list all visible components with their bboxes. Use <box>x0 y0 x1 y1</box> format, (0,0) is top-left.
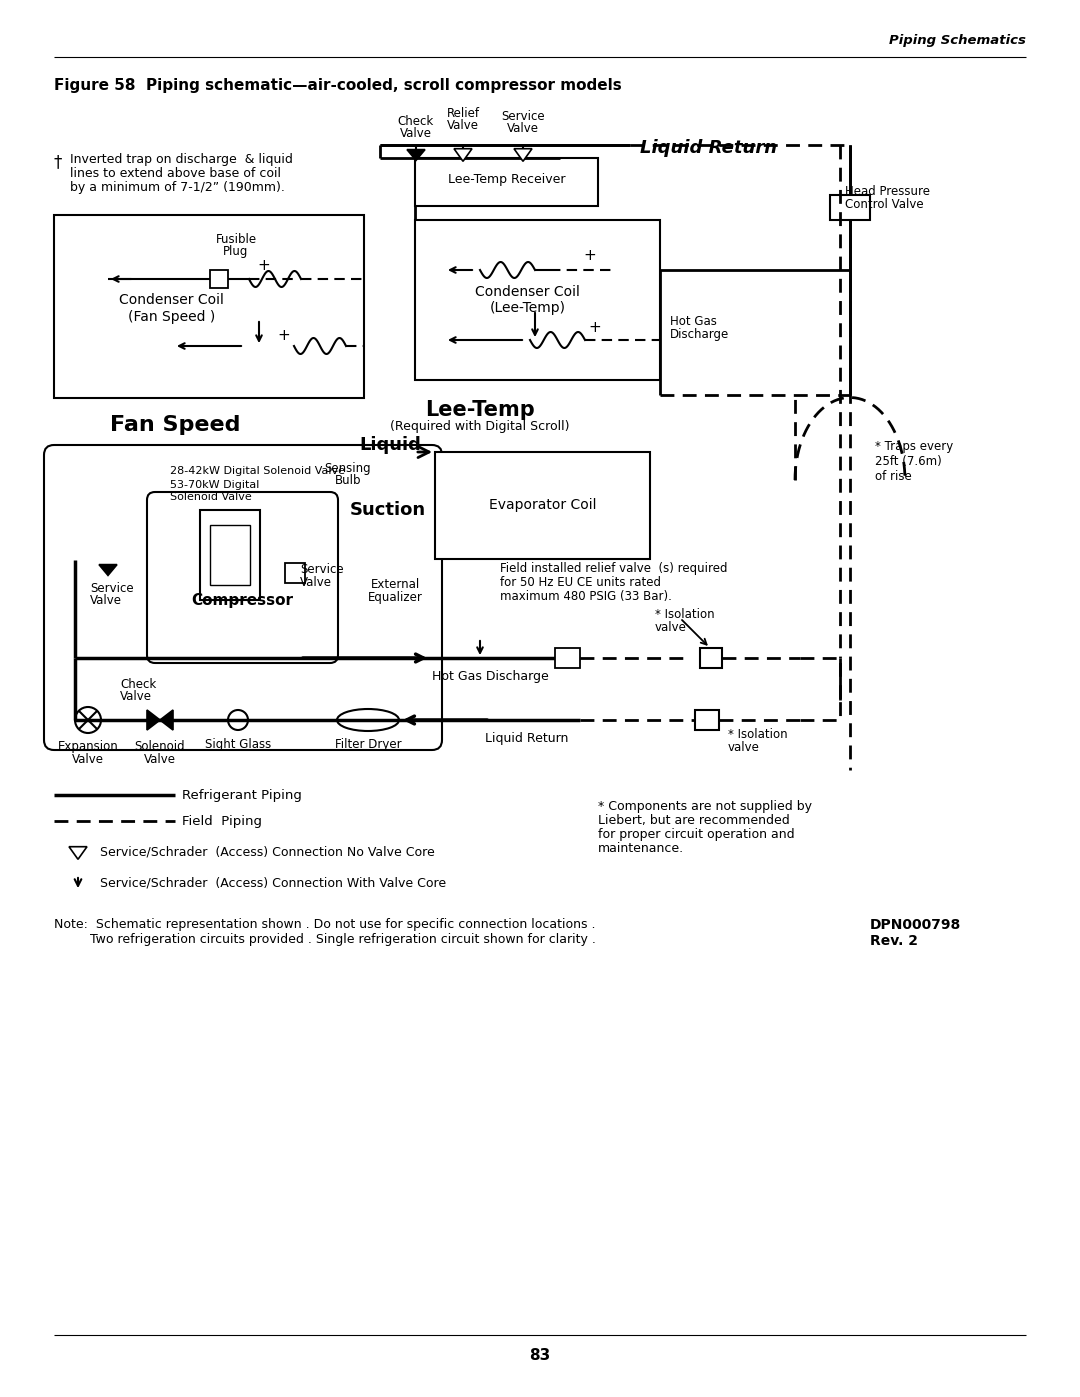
Text: Relief: Relief <box>446 108 480 120</box>
Text: Rev. 2: Rev. 2 <box>870 935 918 949</box>
Text: maximum 480 PSIG (33 Bar).: maximum 480 PSIG (33 Bar). <box>500 590 672 604</box>
Text: Lee-Temp: Lee-Temp <box>426 400 535 420</box>
Text: Service: Service <box>90 583 134 595</box>
Text: Field installed relief valve  (s) required: Field installed relief valve (s) require… <box>500 562 728 576</box>
Text: 53-70kW Digital: 53-70kW Digital <box>170 481 259 490</box>
Text: Inverted trap on discharge  & liquid: Inverted trap on discharge & liquid <box>70 154 293 166</box>
Text: Solenoid Valve: Solenoid Valve <box>170 492 252 502</box>
Text: Fan Speed: Fan Speed <box>110 415 240 434</box>
Text: Hot Gas: Hot Gas <box>670 314 717 328</box>
Text: Valve: Valve <box>144 753 176 766</box>
Text: Plug: Plug <box>224 244 248 258</box>
Text: valve: valve <box>728 740 760 754</box>
Text: Piping Schematics: Piping Schematics <box>889 34 1026 47</box>
Bar <box>285 563 305 583</box>
Text: Liquid Return: Liquid Return <box>640 138 778 156</box>
Polygon shape <box>69 847 87 859</box>
Text: (Lee-Temp): (Lee-Temp) <box>489 300 566 314</box>
Text: Liebert, but are recommended: Liebert, but are recommended <box>598 814 789 827</box>
Text: Liquid Return: Liquid Return <box>485 732 569 745</box>
Text: Service: Service <box>300 563 343 576</box>
Text: Note:  Schematic representation shown . Do not use for specific connection locat: Note: Schematic representation shown . D… <box>54 918 595 930</box>
Bar <box>210 270 228 288</box>
Text: (Required with Digital Scroll): (Required with Digital Scroll) <box>390 420 570 433</box>
Text: +: + <box>258 257 270 272</box>
Text: Two refrigeration circuits provided . Single refrigeration circuit shown for cla: Two refrigeration circuits provided . Si… <box>54 933 596 946</box>
Text: for 50 Hz EU CE units rated: for 50 Hz EU CE units rated <box>500 576 661 590</box>
Polygon shape <box>147 710 173 731</box>
Text: Discharge: Discharge <box>670 328 729 341</box>
Text: * Traps every: * Traps every <box>875 440 954 453</box>
Polygon shape <box>514 148 532 161</box>
Bar <box>415 219 660 380</box>
Text: Solenoid: Solenoid <box>135 740 186 753</box>
Text: Evaporator Coil: Evaporator Coil <box>489 499 596 513</box>
Polygon shape <box>99 564 117 576</box>
Text: Field  Piping: Field Piping <box>183 814 262 827</box>
Text: Service/Schrader  (Access) Connection No Valve Core: Service/Schrader (Access) Connection No … <box>100 845 435 859</box>
Text: Lee-Temp Receiver: Lee-Temp Receiver <box>448 173 565 187</box>
Text: Service/Schrader  (Access) Connection With Valve Core: Service/Schrader (Access) Connection Wit… <box>100 876 446 890</box>
Text: for proper circuit operation and: for proper circuit operation and <box>598 828 795 841</box>
Text: Figure 58  Piping schematic—air-cooled, scroll compressor models: Figure 58 Piping schematic—air-cooled, s… <box>54 78 622 94</box>
Text: External: External <box>370 578 420 591</box>
Text: Service: Service <box>501 110 544 123</box>
Text: maintenance.: maintenance. <box>598 842 684 855</box>
Text: +: + <box>589 320 602 335</box>
Bar <box>700 648 723 668</box>
Text: Valve: Valve <box>90 594 122 608</box>
Text: Equalizer: Equalizer <box>367 591 422 604</box>
Text: 83: 83 <box>529 1348 551 1363</box>
Bar <box>415 158 598 205</box>
Bar <box>831 196 870 219</box>
Text: DPN000798: DPN000798 <box>870 918 961 932</box>
Text: 25ft (7.6m): 25ft (7.6m) <box>875 455 942 468</box>
Text: Valve: Valve <box>72 753 104 766</box>
Bar <box>435 453 650 559</box>
Text: Hot Gas Discharge: Hot Gas Discharge <box>432 671 549 683</box>
Text: Filter Dryer: Filter Dryer <box>335 738 402 752</box>
Text: * Isolation: * Isolation <box>728 728 787 740</box>
Text: * Components are not supplied by: * Components are not supplied by <box>598 800 812 813</box>
Text: Expansion: Expansion <box>57 740 119 753</box>
Text: Valve: Valve <box>447 119 480 131</box>
Bar <box>54 215 364 398</box>
Text: 28-42kW Digital Solenoid Valve: 28-42kW Digital Solenoid Valve <box>170 467 345 476</box>
Text: by a minimum of 7-1/2” (190mm).: by a minimum of 7-1/2” (190mm). <box>70 182 285 194</box>
Text: lines to extend above base of coil: lines to extend above base of coil <box>70 168 281 180</box>
Text: Fusible: Fusible <box>215 233 257 246</box>
Bar <box>696 710 719 731</box>
Text: Condenser Coil: Condenser Coil <box>120 292 225 306</box>
Text: * Isolation: * Isolation <box>654 608 715 622</box>
Polygon shape <box>407 149 426 161</box>
Text: Valve: Valve <box>120 690 152 703</box>
Text: Valve: Valve <box>300 576 332 590</box>
Bar <box>210 525 249 585</box>
Text: of rise: of rise <box>875 469 912 483</box>
Polygon shape <box>454 148 472 161</box>
Text: Sensing: Sensing <box>325 462 372 475</box>
Text: Suction: Suction <box>350 502 427 520</box>
Text: Refrigerant Piping: Refrigerant Piping <box>183 788 302 802</box>
Text: Check: Check <box>120 678 157 692</box>
Text: Head Pressure: Head Pressure <box>845 184 930 198</box>
Text: Sight Glass: Sight Glass <box>205 738 271 752</box>
Text: (Fan Speed ): (Fan Speed ) <box>129 310 215 324</box>
Bar <box>200 510 260 599</box>
Text: +: + <box>583 249 596 264</box>
Text: Compressor: Compressor <box>191 594 294 608</box>
Text: Valve: Valve <box>507 122 539 136</box>
Text: Check: Check <box>397 115 434 129</box>
Text: Control Valve: Control Valve <box>845 198 923 211</box>
Text: +: + <box>278 328 291 344</box>
Bar <box>555 648 580 668</box>
Text: Valve: Valve <box>400 127 432 140</box>
Text: valve: valve <box>654 622 687 634</box>
Text: Condenser Coil: Condenser Coil <box>475 285 580 299</box>
Text: Liquid: Liquid <box>359 436 421 454</box>
Text: †: † <box>54 154 63 170</box>
Text: Bulb: Bulb <box>335 474 361 488</box>
